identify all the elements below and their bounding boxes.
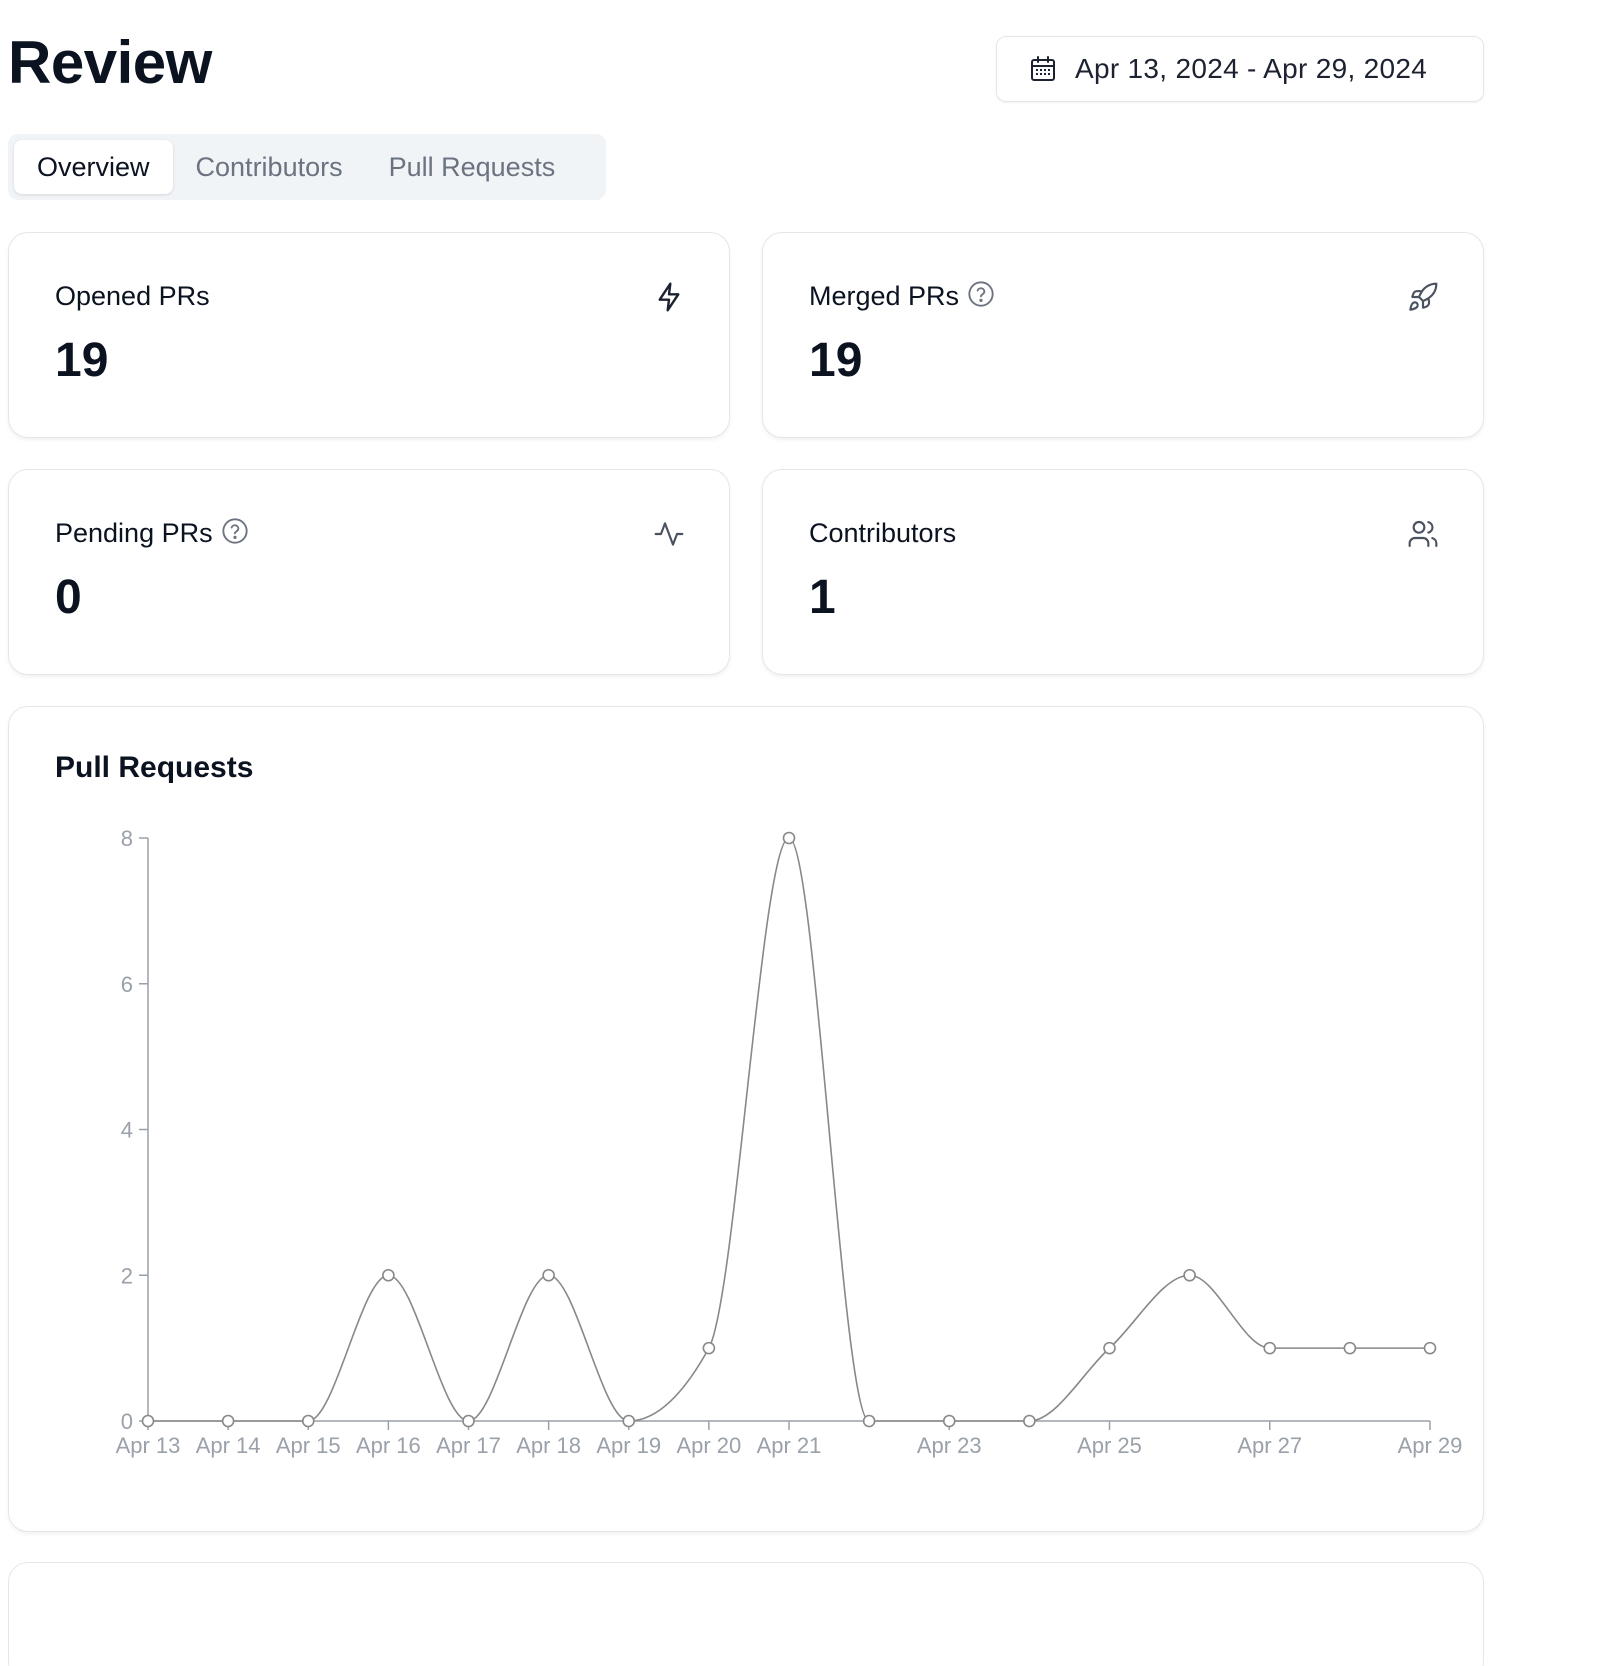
y-tick-label: 4 <box>121 1118 133 1143</box>
data-point <box>1263 1341 1277 1355</box>
date-range-label: Apr 13, 2024 - Apr 29, 2024 <box>1075 53 1428 84</box>
pull-requests-line-chart: 0 2 4 6 8 Apr 13 Apr 14 Apr 15 Apr 16 Apr 17 Apr 1… <box>116 826 1463 1458</box>
x-tick-label: Apr 15 <box>276 1433 341 1458</box>
date-range-picker-button[interactable]: Apr 13, 2024 - Apr 29, 2024 <box>996 36 1484 102</box>
x-tick-label: Apr 29 <box>1398 1433 1463 1458</box>
data-point <box>942 1414 956 1428</box>
tab-overview[interactable]: Overview <box>14 140 173 194</box>
help-circle-icon[interactable] <box>221 517 249 545</box>
merged-prs-label: Merged PRs <box>809 280 995 312</box>
data-point <box>382 1268 395 1282</box>
opened-prs-label: Opened PRs <box>55 281 210 311</box>
activity-icon <box>653 518 685 550</box>
data-point <box>1423 1341 1437 1355</box>
data-point <box>542 1268 555 1282</box>
data-point <box>702 1341 716 1355</box>
pull-requests-chart-card: Pull Requests 0 2 4 6 8 Apr 13 Apr 14 Apr 15 Apr… <box>8 706 1484 1532</box>
next-card <box>8 1562 1484 1666</box>
data-point <box>1103 1341 1116 1355</box>
data-point <box>1343 1341 1357 1355</box>
chart-title: Pull Requests <box>55 751 254 784</box>
contributors-label: Contributors <box>809 518 957 548</box>
data-point <box>782 831 796 845</box>
x-tick-label: Apr 27 <box>1237 1433 1302 1458</box>
contributors-value: 1 <box>809 571 836 624</box>
tab-contributors[interactable]: Contributors <box>195 151 343 182</box>
data-point <box>301 1414 315 1428</box>
calendar-icon <box>1029 55 1057 83</box>
pending-prs-label: Pending PRs <box>55 517 249 549</box>
y-tick-label: 6 <box>121 972 133 997</box>
data-point <box>862 1414 876 1428</box>
merged-prs-card: Merged PRs 19 <box>762 232 1484 438</box>
pending-prs-value: 0 <box>55 571 82 624</box>
tab-pull-requests[interactable]: Pull Requests <box>388 151 556 182</box>
opened-prs-card: Opened PRs 19 <box>8 232 730 438</box>
x-tick-label: Apr 20 <box>676 1433 741 1458</box>
rocket-icon <box>1407 281 1439 313</box>
opened-prs-value: 19 <box>55 334 109 387</box>
series-line <box>148 837 1430 1422</box>
x-tick-label: Apr 14 <box>196 1433 261 1458</box>
users-icon <box>1407 518 1439 550</box>
data-point <box>1023 1414 1036 1428</box>
lightning-icon <box>653 281 685 313</box>
merged-prs-value: 19 <box>809 334 863 387</box>
x-tick-label: Apr 19 <box>596 1433 661 1458</box>
x-tick-label: Apr 16 <box>356 1433 421 1458</box>
data-point <box>462 1414 475 1428</box>
pending-prs-card: Pending PRs 0 <box>8 469 730 675</box>
data-point <box>622 1414 636 1428</box>
x-tick-label: Apr 17 <box>436 1433 501 1458</box>
help-circle-icon[interactable] <box>967 280 995 308</box>
data-point <box>1183 1268 1196 1282</box>
x-tick-label: Apr 23 <box>917 1433 982 1458</box>
x-tick-label: Apr 21 <box>757 1433 822 1458</box>
data-point <box>141 1414 155 1428</box>
x-tick-label: Apr 13 <box>116 1433 181 1458</box>
contributors-card: Contributors 1 <box>762 469 1484 675</box>
data-point <box>221 1414 235 1428</box>
tab-list: Overview Contributors Pull Requests <box>8 134 606 200</box>
x-tick-label: Apr 18 <box>516 1433 581 1458</box>
y-tick-label: 2 <box>121 1263 133 1288</box>
x-tick-label: Apr 25 <box>1077 1433 1142 1458</box>
y-tick-label: 8 <box>121 826 133 851</box>
page-title: Review <box>8 29 212 96</box>
y-tick-label: 0 <box>121 1409 133 1434</box>
